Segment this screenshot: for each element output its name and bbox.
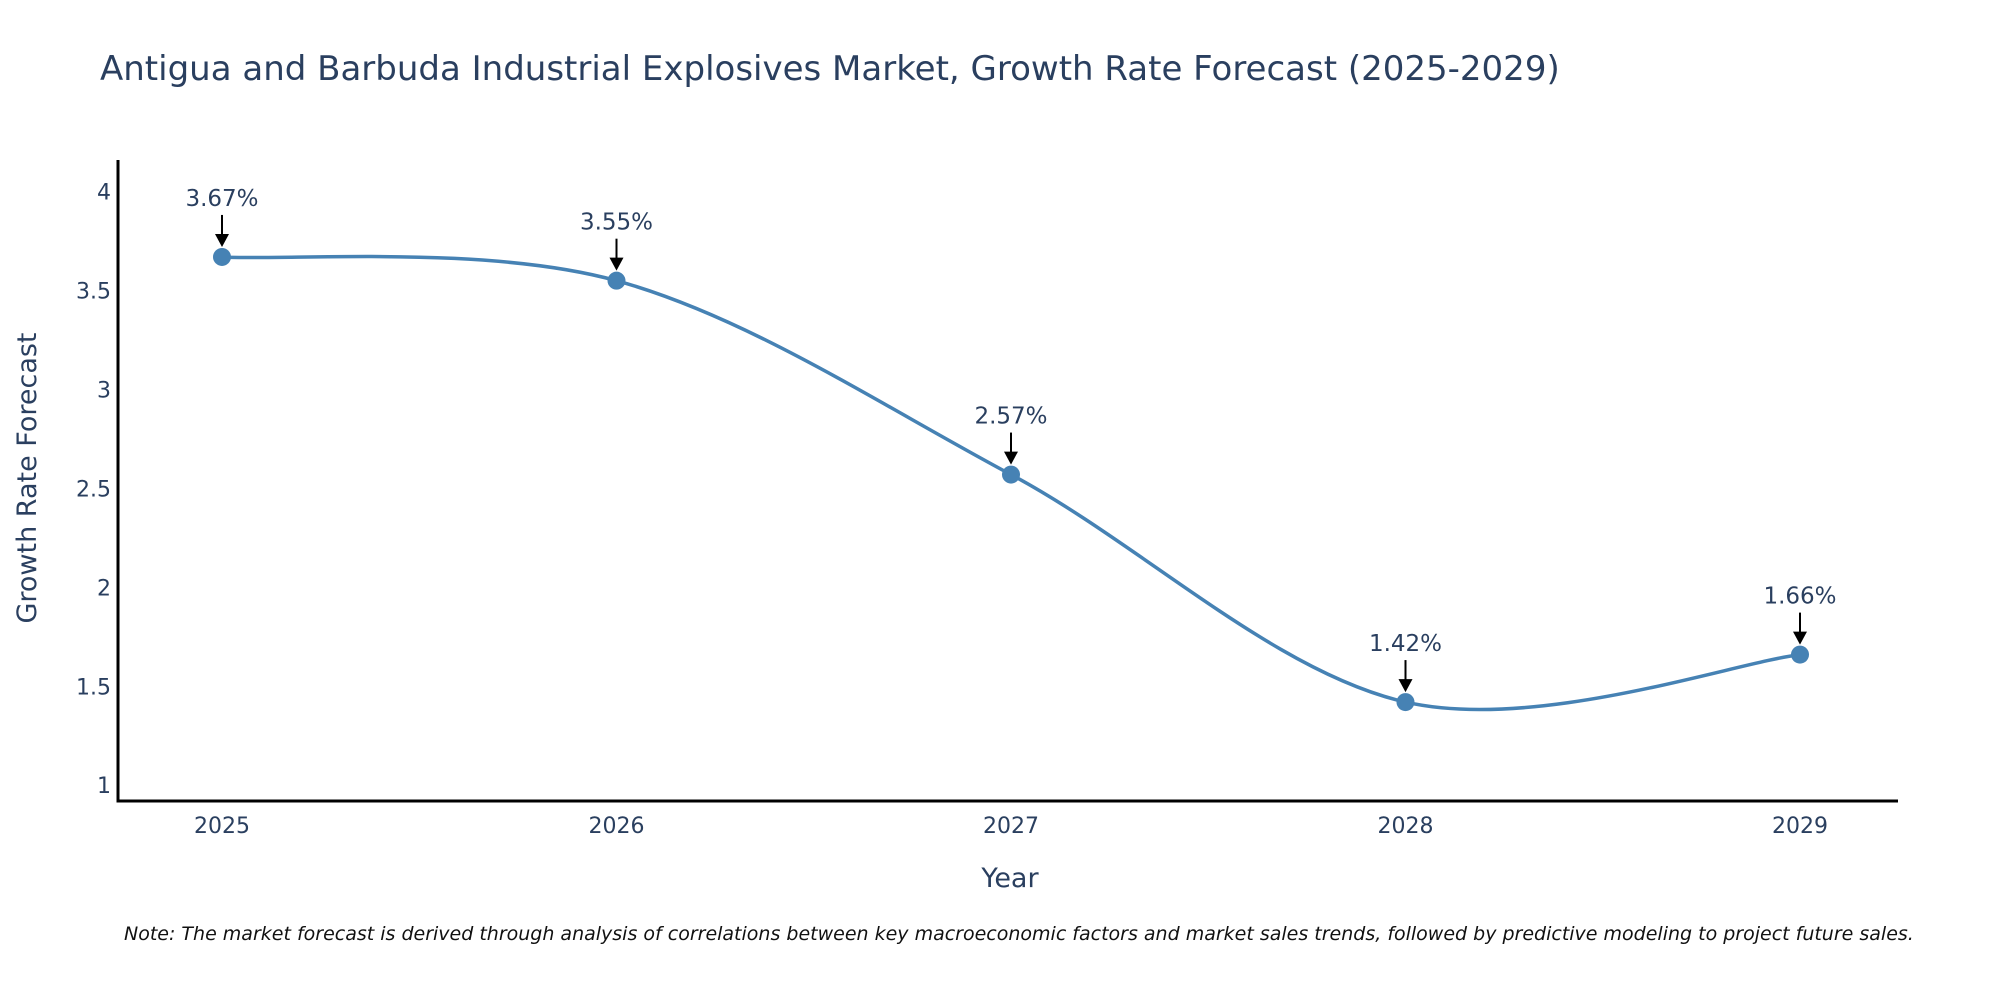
data-point	[1791, 645, 1809, 664]
y-tick-label: 3	[97, 378, 111, 403]
annotation-arrow-head	[1793, 631, 1807, 645]
x-tick-label: 2025	[194, 814, 250, 839]
y-axis-title: Growth Rate Forecast	[12, 332, 43, 623]
x-axis-title: Year	[980, 863, 1039, 894]
annotation-arrow-head	[1004, 451, 1018, 465]
annotation-arrow-head	[609, 257, 624, 271]
axes: 1 1.5 2 2.5 3 3.5 4 2025 2026 2027 2028 2029	[76, 160, 1898, 839]
x-tick-label: 2029	[1772, 814, 1828, 839]
data-point	[213, 247, 231, 266]
x-tick-label: 2027	[983, 814, 1039, 839]
y-tick-label: 3.5	[76, 280, 111, 305]
data-label: 1.66%	[1763, 584, 1836, 610]
y-tick-label: 1.5	[76, 675, 111, 700]
data-label: 3.55%	[580, 210, 653, 236]
chart-title: Antigua and Barbuda Industrial Explosive…	[100, 49, 1560, 89]
y-tick-label: 2.5	[76, 477, 111, 502]
y-tick-label: 2	[97, 576, 111, 601]
annotation-arrow-head	[1398, 679, 1413, 693]
x-tick-label: 2026	[589, 814, 645, 839]
data-point	[1396, 693, 1415, 712]
data-point	[1002, 465, 1020, 484]
y-tick-label: 4	[97, 181, 111, 206]
y-tick-label: 1	[97, 774, 111, 799]
annotation-arrow-head	[215, 233, 229, 247]
data-label: 3.67%	[185, 186, 258, 212]
forecast-note: Note: The market forecast is derived thr…	[124, 923, 1914, 945]
x-tick-label: 2028	[1378, 814, 1434, 839]
data-label: 1.42%	[1369, 631, 1442, 657]
plot-area: 3.67% 3.55% 2.57% 1.42% 1.66%	[185, 186, 1837, 712]
data-point	[607, 271, 626, 290]
data-label: 2.57%	[974, 404, 1047, 430]
